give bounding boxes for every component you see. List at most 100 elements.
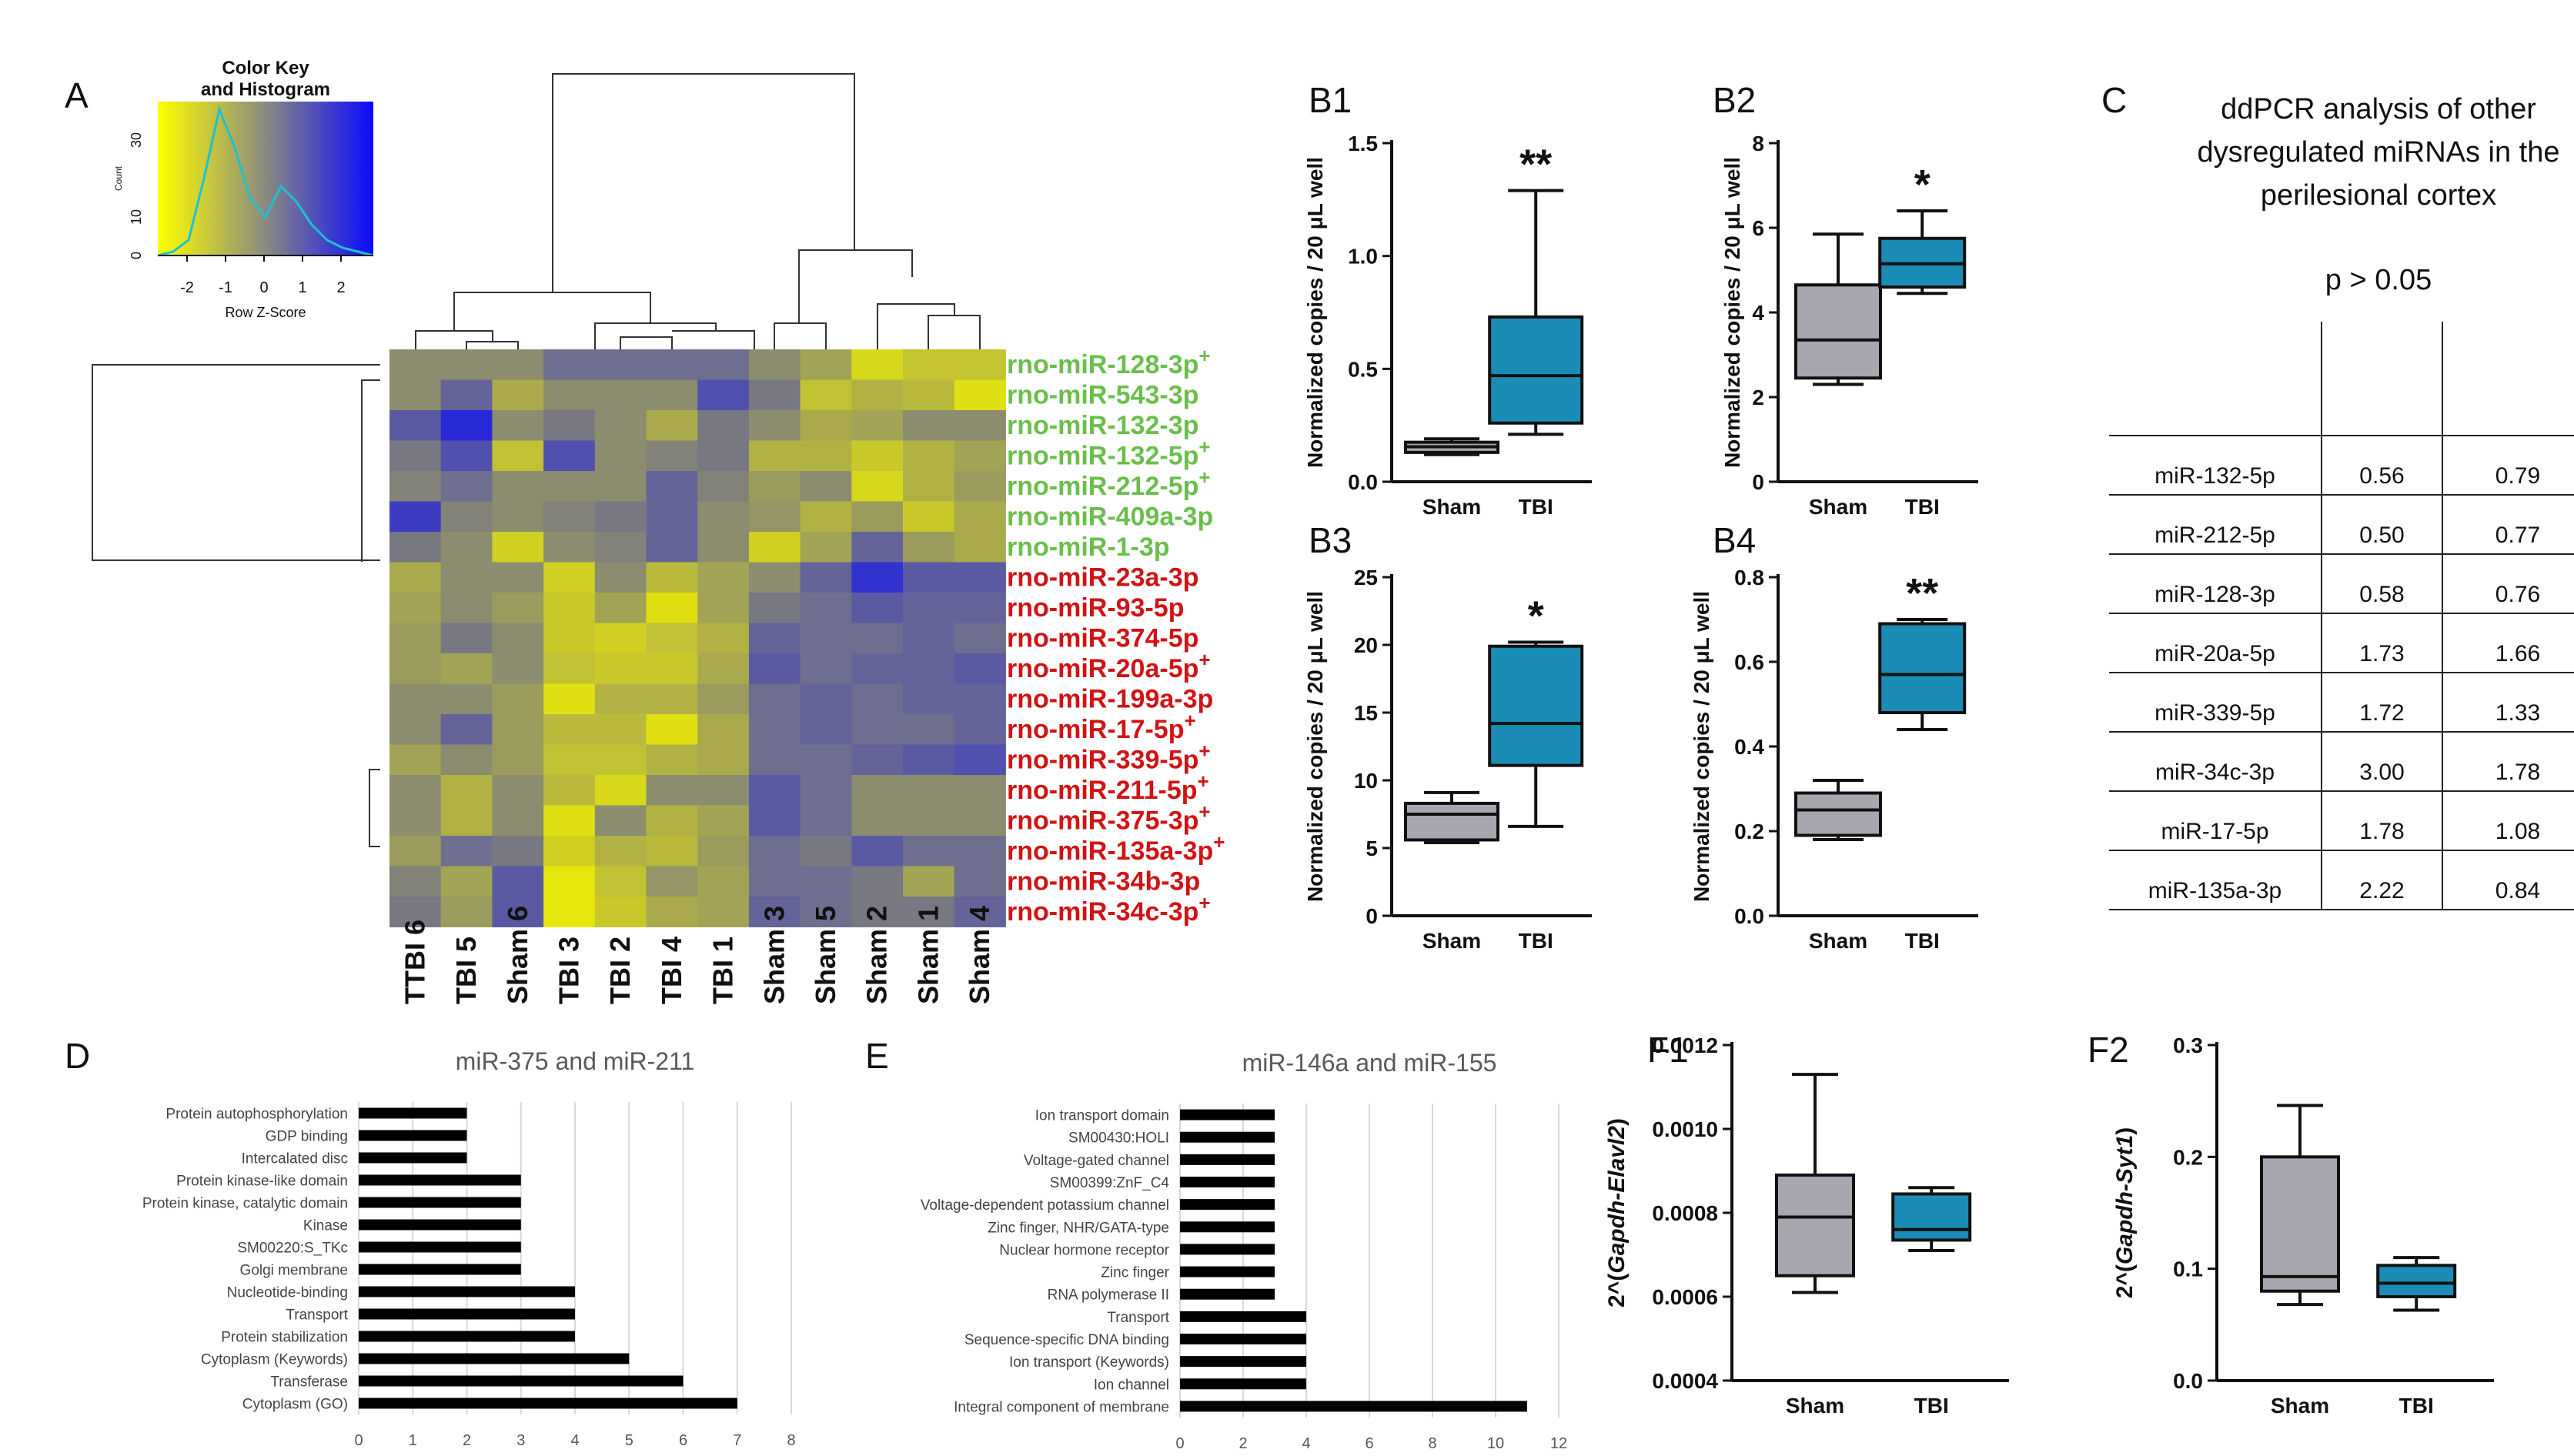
heatmap-cell-r4-c4	[594, 471, 647, 502]
heatmap-col-label: Sham 1	[912, 906, 944, 1004]
bar-D-category-label: Transport	[286, 1307, 348, 1324]
box-B4-ytick-label: 0.8	[1734, 566, 1764, 589]
heatmap-cell-r0-c5	[646, 349, 698, 380]
color-key-xtick: 0	[259, 279, 268, 296]
ddpcr-table: miR-132-5p 0.56 0.79 miR-212-5p 0.50 0.77 miR-…	[2109, 322, 2574, 910]
heatmap-cell-r6-c9	[851, 532, 904, 563]
cell-mirna: miR-339-5p	[2109, 672, 2322, 733]
cell-mirna: miR-132-5p	[2109, 435, 2322, 496]
heatmap-col-label: TBI 2	[604, 937, 636, 1004]
heatmap-cell-r7-c0	[389, 562, 442, 593]
col-dendrogram-root	[552, 73, 855, 292]
heatmap-cell-r9-c5	[646, 623, 698, 654]
heatmap-cell-r12-c1	[440, 714, 493, 745]
heatmap-cell-r15-c3	[543, 805, 596, 837]
box-F1-ytick-label: 0.0012	[1652, 1034, 1718, 1057]
row-dendrogram-sub2	[369, 769, 380, 847]
heatmap-cell-r12-c10	[903, 714, 955, 745]
bar-D-bar	[359, 1107, 467, 1119]
heatmap-cell-r4-c5	[646, 471, 698, 502]
bar-D-bar	[359, 1375, 684, 1387]
heatmap-cell-r14-c4	[594, 775, 647, 806]
heatmap-cell-r1-c4	[594, 379, 647, 411]
heatmap-cell-r16-c8	[800, 836, 852, 867]
heatmap-cell-r9-c4	[594, 623, 647, 654]
heatmap-cell-r12-c9	[851, 714, 904, 745]
col-dendrogram-r2b	[928, 315, 981, 349]
heatmap-cell-r6-c0	[389, 532, 442, 563]
color-key-ytick: 10	[129, 209, 144, 225]
heatmap-cell-r0-c10	[903, 349, 955, 380]
bar-D-bar	[359, 1353, 630, 1364]
heatmap-cell-r14-c11	[954, 775, 1006, 806]
heatmap-cell-r15-c6	[697, 805, 750, 837]
heatmap-cell-r13-c7	[748, 744, 801, 776]
heatmap-cell-r1-c6	[697, 379, 750, 411]
heatmap-cell-r14-c1	[440, 775, 493, 806]
cell-seq-fc: 0.50	[2321, 494, 2443, 555]
panel-label-F1: F1	[1647, 1030, 1689, 1070]
bar-D-xtick-label: 1	[409, 1432, 417, 1449]
heatmap-cell-r1-c0	[389, 379, 442, 411]
bar-D-xtick-label: 2	[463, 1432, 471, 1449]
cell-ddpcr-fc: 1.66	[2442, 613, 2574, 673]
heatmap-cell-r8-c0	[389, 593, 442, 623]
heatmap-cell-r18-c8	[800, 897, 852, 927]
heatmap-cell-r6-c2	[492, 532, 544, 563]
heatmap-cell-r15-c0	[389, 805, 442, 837]
heatmap-cell-r8-c5	[646, 593, 698, 623]
heatmap-cell-r3-c4	[594, 440, 647, 472]
heatmap-cell-r7-c1	[440, 562, 493, 593]
heatmap-cell-r7-c5	[646, 562, 698, 593]
box-B2-ytick-label: 2	[1752, 386, 1764, 409]
box-B4-significance: **	[1906, 570, 1938, 616]
heatmap-row-label: rno-miR-409a-3p	[1007, 502, 1213, 531]
box-F1-box-Sham	[1775, 1173, 1855, 1277]
table-row: miR-135a-3p 2.22 0.84	[2109, 850, 2574, 910]
bar-D-bar	[359, 1241, 521, 1253]
box-B3-box-TBI	[1488, 644, 1584, 767]
heatmap-cell-r12-c8	[800, 714, 852, 745]
heatmap-cell-r15-c11	[954, 805, 1006, 837]
heatmap-cell-r18-c2	[492, 897, 544, 927]
heatmap-cell-r8-c4	[594, 593, 647, 623]
heatmap-row-label: rno-miR-211-5p+	[1007, 770, 1209, 805]
heatmap-cell-r11-c6	[697, 683, 750, 715]
heatmap-cell-r16-c6	[697, 836, 750, 867]
table-title-line-1: ddPCR analysis of other	[2221, 93, 2536, 125]
color-key-xtick: 2	[336, 279, 345, 296]
heatmap-cell-r6-c10	[903, 532, 955, 563]
heatmap-row-label: rno-miR-375-3p+	[1007, 800, 1211, 835]
heatmap-cell-r14-c6	[697, 775, 750, 806]
heatmap-cell-r1-c9	[851, 379, 904, 411]
heatmap-cell-r6-c6	[697, 532, 750, 563]
heatmap-cell-r7-c7	[748, 562, 801, 593]
heatmap-cell-r0-c3	[543, 349, 596, 380]
bar-E-category-label: SM00430:HOLI	[1068, 1130, 1169, 1147]
box-B4-ytick-label: 0.0	[1734, 904, 1764, 928]
bar-D-xtick-label: 7	[733, 1432, 741, 1449]
heatmap-cell-r13-c2	[492, 744, 544, 776]
heatmap-cell-r18-c4	[594, 897, 647, 927]
heatmap-cell-r0-c0	[389, 349, 442, 380]
heatmap-cell-r1-c2	[492, 379, 544, 411]
heatmap-cell-r10-c8	[800, 653, 852, 684]
cell-seq-fc: 1.78	[2321, 790, 2443, 851]
bar-E-category-label: Zinc finger	[1101, 1265, 1169, 1281]
bar-D-bar	[359, 1264, 521, 1275]
heatmap-cell-r16-c3	[543, 836, 596, 867]
heatmap-cell-r14-c0	[389, 775, 442, 806]
heatmap-cell-r2-c3	[543, 410, 596, 441]
heatmap-cell-r17-c6	[697, 866, 750, 897]
heatmap-cell-r5-c11	[954, 501, 1006, 533]
heatmap-cell-r13-c10	[903, 744, 955, 776]
heatmap-cell-r17-c0	[389, 866, 442, 897]
heatmap-cell-r12-c4	[594, 714, 647, 745]
heatmap-cell-r9-c0	[389, 623, 442, 654]
heatmap-cell-r13-c8	[800, 744, 852, 776]
box-B2-ylabel: Normalized copies / 20 μL well	[1720, 157, 1744, 468]
heatmap-cell-r12-c0	[389, 714, 442, 745]
heatmap-row-label: rno-miR-23a-3p	[1007, 563, 1198, 592]
heatmap-cell-r7-c6	[697, 562, 750, 593]
